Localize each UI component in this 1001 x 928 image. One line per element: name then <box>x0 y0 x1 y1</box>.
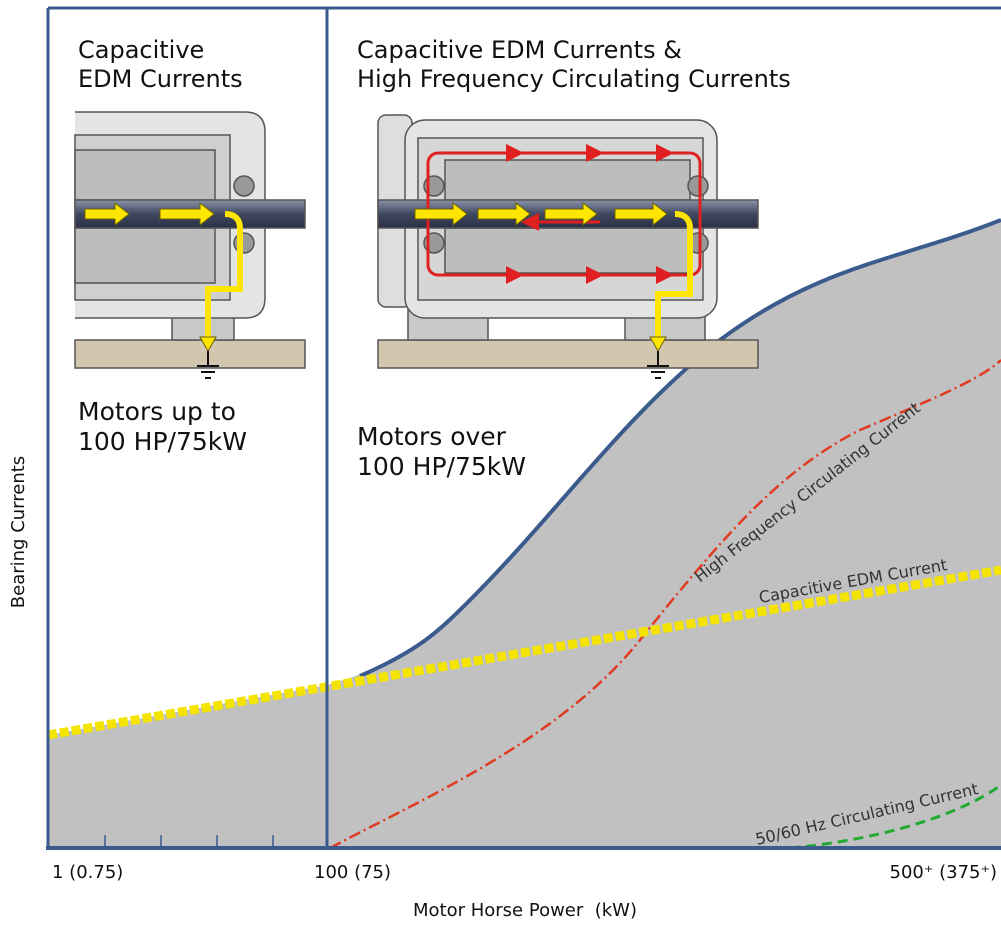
text-line: 100 HP/75kW <box>357 452 526 481</box>
text-line: 100 HP/75kW <box>78 427 247 456</box>
frame <box>46 6 1001 850</box>
y-axis-label: Bearing Currents <box>8 456 29 608</box>
total-curve <box>359 218 1001 678</box>
text-line: High Frequency Circulating Currents <box>357 65 791 93</box>
text-line: Capacitive EDM Currents & <box>357 36 682 64</box>
text-line: Capacitive <box>78 36 204 64</box>
edm-path-large <box>414 201 693 379</box>
hf-curve <box>329 359 1001 850</box>
text-line: Motors over <box>357 422 507 451</box>
panel-caption: Motors up to 100 HP/75kW <box>78 397 247 456</box>
x-axis-label: Motor Horse Power (kW) <box>413 900 637 921</box>
edm-path-small <box>84 201 243 379</box>
text-line: Motors up to <box>78 397 236 426</box>
motor-small <box>74 111 306 369</box>
panel-caption: Motors over 100 HP/75kW <box>357 422 526 481</box>
line-freq-curve <box>789 783 1001 850</box>
bearing-area <box>48 220 1001 848</box>
x-tick-label: 100 (75) <box>314 862 391 883</box>
panel-heading: Capacitive EDM Currents & High Frequency … <box>357 36 791 93</box>
x-tick-label: 1 (0.75) <box>52 862 123 883</box>
panel-heading: Capacitive EDM Currents <box>78 36 243 93</box>
edm-curve <box>47 565 1001 740</box>
text-line: EDM Currents <box>78 65 243 93</box>
x-tick-label: 500⁺ (375⁺) <box>890 862 997 883</box>
